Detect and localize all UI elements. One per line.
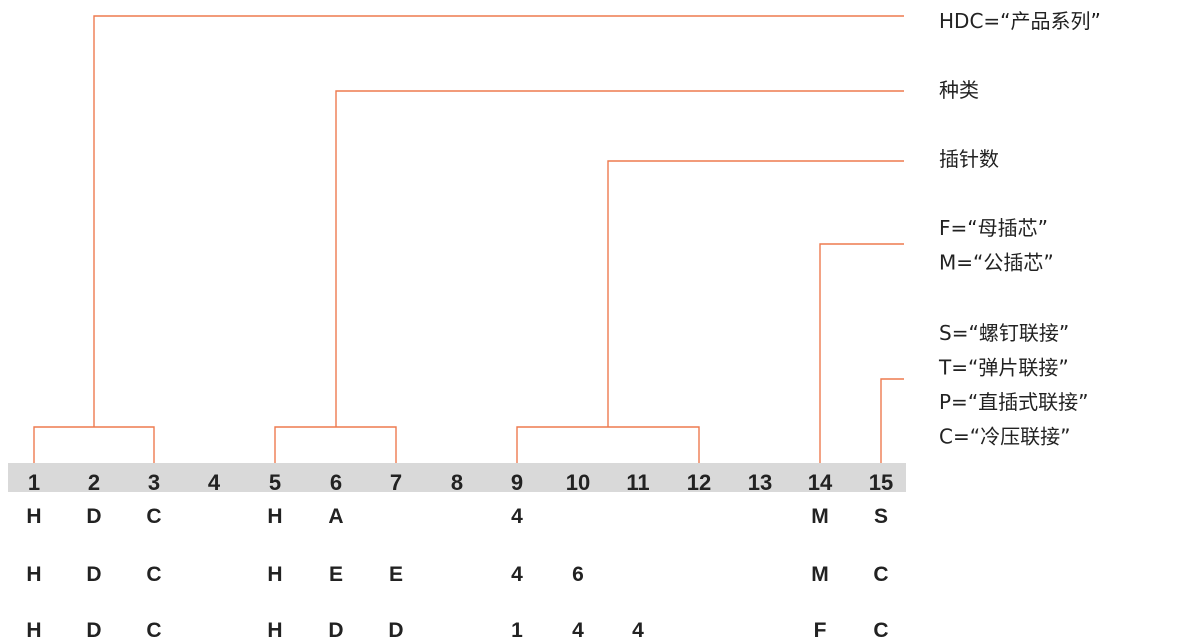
code-letter: 4 <box>511 505 523 528</box>
position-number-1: 1 <box>28 470 40 495</box>
legend-pin-count: 插针数 <box>939 147 999 171</box>
position-number-4: 4 <box>208 470 221 495</box>
legend-line: S=“螺钉联接” <box>939 321 1069 345</box>
position-number-5: 5 <box>269 470 281 495</box>
code-letter: C <box>146 619 161 642</box>
position-number-6: 6 <box>330 470 342 495</box>
connector-insert-gender <box>819 243 904 463</box>
position-number-13: 13 <box>748 470 772 495</box>
code-letter: E <box>389 563 403 586</box>
connector-product-series <box>33 15 904 463</box>
code-letter: 4 <box>632 619 644 642</box>
code-letter: H <box>267 563 282 586</box>
legend-line: F=“母插芯” <box>939 216 1048 240</box>
code-letter: H <box>267 505 282 528</box>
position-number-11: 11 <box>626 470 649 495</box>
code-letter: 6 <box>572 563 584 586</box>
position-number-10: 10 <box>566 470 590 495</box>
position-number-14: 14 <box>808 470 833 495</box>
code-letter: D <box>388 619 403 642</box>
position-number-3: 3 <box>148 470 160 495</box>
connector-connection-type <box>880 378 904 463</box>
code-letter: C <box>873 563 888 586</box>
code-letter: D <box>86 505 101 528</box>
legend-connection-type: S=“螺钉联接” T=“弹片联接” P=“直插式联接” C=“冷压联接” <box>938 321 1089 449</box>
code-letter: F <box>814 619 827 642</box>
code-letter: C <box>146 505 161 528</box>
position-numbers: 1 2 3 4 5 6 7 8 9 10 11 12 13 14 15 <box>28 470 893 495</box>
position-number-12: 12 <box>687 470 711 495</box>
code-letter: C <box>873 619 888 642</box>
legend-type: 种类 <box>939 78 979 102</box>
example-row-2: H D C H E E 4 6 M C <box>26 563 888 586</box>
legend-line: 插针数 <box>939 147 999 171</box>
code-letter: H <box>26 619 41 642</box>
position-band <box>8 463 906 492</box>
code-letter: D <box>86 563 101 586</box>
legend-insert-gender: F=“母插芯” M=“公插芯” <box>939 216 1054 275</box>
code-letter: 1 <box>511 619 523 642</box>
code-letter: A <box>328 505 343 528</box>
code-letter: 4 <box>572 619 584 642</box>
connector-lines <box>33 15 904 463</box>
position-number-9: 9 <box>511 470 523 495</box>
code-letter: 4 <box>511 563 523 586</box>
example-row-3: H D C H D D 1 4 4 F C <box>26 619 888 642</box>
position-number-2: 2 <box>88 470 100 495</box>
legend-line: HDC=“产品系列” <box>939 9 1101 33</box>
code-letter: E <box>329 563 343 586</box>
code-letter: M <box>811 563 829 586</box>
connector-type <box>274 90 904 463</box>
code-letter: D <box>86 619 101 642</box>
code-letter: M <box>811 505 829 528</box>
legend-line: T=“弹片联接” <box>938 356 1069 380</box>
legend-line: M=“公插芯” <box>939 251 1054 275</box>
example-row-1: H D C H A 4 M S <box>26 505 888 528</box>
code-letter: C <box>146 563 161 586</box>
code-letter: H <box>26 563 41 586</box>
legend-product-series: HDC=“产品系列” <box>939 9 1101 33</box>
position-number-15: 15 <box>869 470 893 495</box>
position-number-8: 8 <box>451 470 463 495</box>
code-letter: H <box>267 619 282 642</box>
legend-line: C=“冷压联接” <box>939 425 1070 449</box>
code-letter: S <box>874 505 888 528</box>
connector-pin-count <box>516 160 904 463</box>
code-letter: H <box>26 505 41 528</box>
position-number-7: 7 <box>390 470 402 495</box>
example-code-rows: H D C H A 4 M S H D C H E E 4 6 M C H D C H D D 1 4 4 F C <box>26 505 888 642</box>
legend-line: 种类 <box>939 78 979 102</box>
code-letter: D <box>328 619 343 642</box>
legend-line: P=“直插式联接” <box>939 390 1089 414</box>
